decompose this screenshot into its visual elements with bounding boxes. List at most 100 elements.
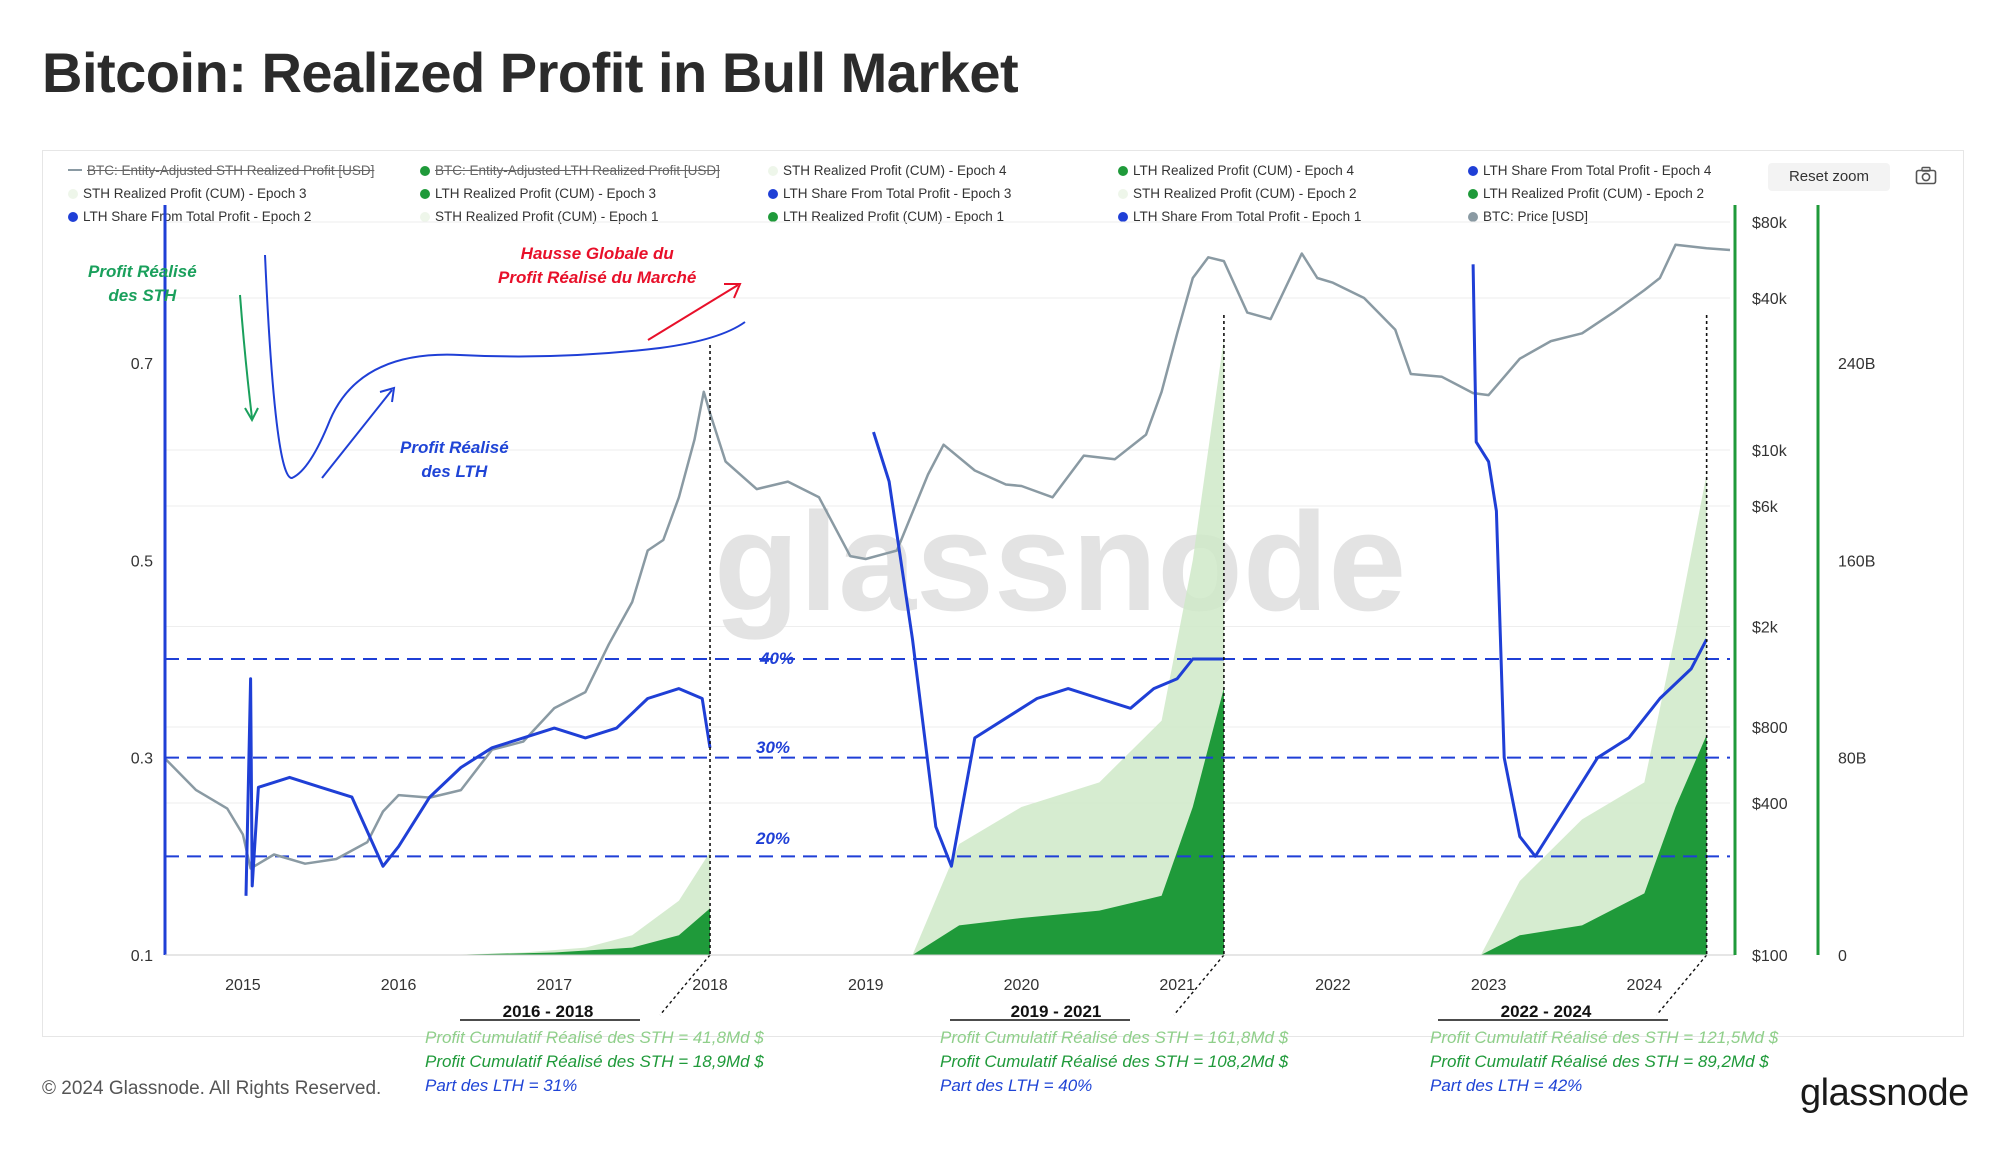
right-tick-240B: 240B — [1838, 356, 1875, 373]
legend-item-lth-realized-profit[interactable]: BTC: Entity-Adjusted LTH Realized Profit… — [420, 163, 720, 178]
left-tick-0.5: 0.5 — [131, 553, 153, 570]
series-line-1 — [244, 677, 712, 896]
series-lines — [164, 243, 1731, 896]
epoch-summary-3: Profit Cumulatif Réalisé des STH = 121,5… — [1430, 1028, 1779, 1095]
right-tick-80B: 80B — [1838, 751, 1866, 768]
x-tick-2020: 2020 — [1004, 977, 1040, 994]
legend-item-share-epoch2[interactable]: LTH Share From Total Profit - Epoch 2 — [68, 209, 311, 224]
lth-profit-curve — [264, 254, 746, 479]
x-tick-2022: 2022 — [1315, 977, 1351, 994]
left-tick-0.7: 0.7 — [131, 356, 153, 373]
x-tick-2023: 2023 — [1471, 977, 1507, 994]
right-tick-0: 0 — [1838, 948, 1847, 965]
legend-item-share-epoch4[interactable]: LTH Share From Total Profit - Epoch 4 — [1468, 163, 1711, 178]
page-title: Bitcoin: Realized Profit in Bull Market — [42, 41, 1019, 104]
sth-arrow-head — [244, 407, 259, 423]
legend-item-btc-price[interactable]: BTC: Price [USD] — [1468, 209, 1588, 224]
x-tick-2015: 2015 — [225, 977, 261, 994]
x-tick-2018: 2018 — [692, 977, 728, 994]
lth-arrow — [321, 389, 393, 479]
legend-dot-icon — [1468, 212, 1478, 222]
epoch-callout-line-1 — [659, 954, 711, 1016]
left-tick-0.1: 0.1 — [131, 948, 153, 965]
lth-profit-note: Profit Réalisé des LTH — [400, 438, 509, 481]
legend-dot-icon — [768, 166, 778, 176]
legend-item-lth-epoch3[interactable]: LTH Realized Profit (CUM) - Epoch 3 — [420, 186, 656, 201]
epoch-end-lines — [460, 315, 1708, 1021]
price-tick-$40k: $40k — [1752, 291, 1788, 308]
legend-dot-icon — [420, 212, 430, 222]
legend-item-share-epoch3[interactable]: LTH Share From Total Profit - Epoch 3 — [768, 186, 1011, 201]
x-tick-2021: 2021 — [1159, 977, 1195, 994]
x-tick-2019: 2019 — [848, 977, 884, 994]
legend-item-sth-epoch4[interactable]: STH Realized Profit (CUM) - Epoch 4 — [768, 163, 1007, 178]
legend-dot-icon — [768, 212, 778, 222]
epoch-callout-line-2 — [1173, 954, 1225, 1016]
legend-dot-icon — [68, 189, 78, 199]
legend-dot-icon — [1118, 212, 1128, 222]
reset-zoom-button[interactable]: Reset zoom — [1768, 163, 1890, 191]
sth-cum-area-3 — [1480, 474, 1707, 955]
legend-dot-icon — [1118, 166, 1128, 176]
legend-item-sth-epoch2[interactable]: STH Realized Profit (CUM) - Epoch 2 — [1118, 186, 1357, 201]
legend-dot-icon — [420, 166, 430, 176]
epoch-callout-line-3 — [1656, 954, 1708, 1016]
legend-item-sth-epoch3[interactable]: STH Realized Profit (CUM) - Epoch 3 — [68, 186, 307, 201]
epoch-label-1: 2016 - 2018 — [502, 1002, 594, 1021]
price-tick-$800: $800 — [1752, 720, 1788, 737]
market-arrow-head — [724, 283, 742, 299]
lth-cum-area-3 — [1480, 734, 1707, 955]
right-tick-160B: 160B — [1838, 553, 1875, 570]
epoch-summary-2: Profit Cumulatif Réalisé des STH = 161,8… — [940, 1028, 1289, 1095]
lth-arrow-head — [379, 386, 396, 403]
chart-frame — [42, 150, 1964, 1037]
pct-40-label: 40% — [760, 649, 795, 668]
pct-20-label: 20% — [756, 829, 791, 848]
x-tick-2016: 2016 — [381, 977, 417, 994]
pct-30-label: 30% — [756, 738, 791, 757]
legend-dot-icon — [68, 212, 78, 222]
market-profit-note: Hausse Globale du Profit Réalisé du March… — [498, 244, 697, 287]
series-line-2 — [872, 431, 1224, 868]
price-tick-$2k: $2k — [1752, 620, 1779, 637]
sth-arrow — [239, 294, 253, 419]
annotations — [239, 254, 746, 479]
legend-dot-icon — [1118, 189, 1128, 199]
market-arrow — [647, 284, 739, 341]
legend-dot-icon — [420, 189, 430, 199]
watermark: glassnode — [714, 483, 1406, 640]
legend-item-sth-epoch1[interactable]: STH Realized Profit (CUM) - Epoch 1 — [420, 209, 659, 224]
sth-cum-area-2 — [912, 338, 1224, 955]
profit-areas — [445, 338, 1707, 955]
legend-item-share-epoch1[interactable]: LTH Share From Total Profit - Epoch 1 — [1118, 209, 1361, 224]
axes: $100 $400 $800 $2k $6k $10k $40k $80k 0.1 0.3 0.5 0… — [131, 205, 1875, 994]
legend-dot-icon — [1468, 166, 1478, 176]
left-tick-0.3: 0.3 — [131, 751, 153, 768]
copyright: © 2024 Glassnode. All Rights Reserved. — [42, 1078, 382, 1099]
camera-icon[interactable] — [1915, 166, 1937, 186]
legend-item-lth-epoch1[interactable]: LTH Realized Profit (CUM) - Epoch 1 — [768, 209, 1004, 224]
legend-item-sth-realized-profit[interactable]: BTC: Entity-Adjusted STH Realized Profit… — [68, 163, 374, 178]
legend-line-icon — [68, 169, 82, 171]
brand-logo: glassnode — [1800, 1072, 1969, 1114]
x-tick-2024: 2024 — [1627, 977, 1663, 994]
reference-lines — [165, 658, 1730, 858]
price-tick-$100: $100 — [1752, 948, 1788, 965]
epoch-label-3: 2022 - 2024 — [1500, 1002, 1592, 1021]
legend-dot-icon — [1468, 189, 1478, 199]
sth-cum-area-1 — [445, 851, 711, 955]
price-tick-$6k: $6k — [1752, 499, 1779, 516]
epoch-summary-1: Profit Cumulatif Réalisé des STH = 41,8M… — [425, 1028, 764, 1095]
lth-cum-area-1 — [445, 908, 711, 955]
gridlines — [165, 221, 1730, 956]
legend-dot-icon — [768, 189, 778, 199]
legend-item-lth-epoch2[interactable]: LTH Realized Profit (CUM) - Epoch 2 — [1468, 186, 1704, 201]
price-tick-$10k: $10k — [1752, 443, 1788, 460]
sth-profit-note: Profit Réalisé des STH — [88, 262, 197, 305]
series-line-3 — [1471, 264, 1708, 858]
x-tick-2017: 2017 — [537, 977, 573, 994]
legend-item-lth-epoch4[interactable]: LTH Realized Profit (CUM) - Epoch 4 — [1118, 163, 1354, 178]
price-tick-$80k: $80k — [1752, 215, 1788, 232]
price-tick-$400: $400 — [1752, 796, 1788, 813]
